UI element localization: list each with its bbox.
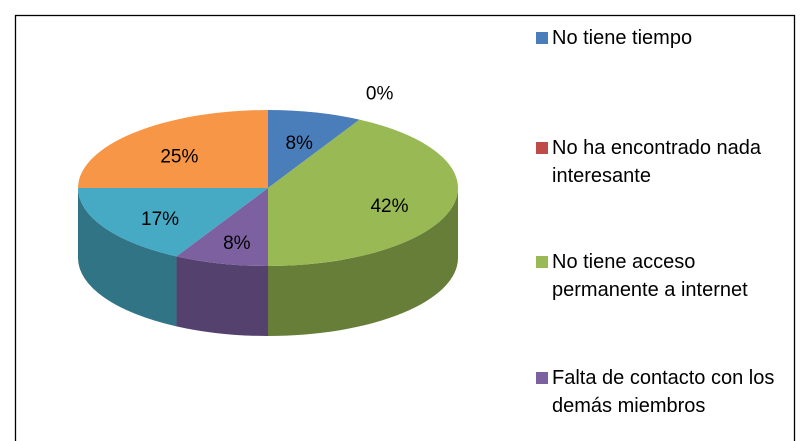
pie-slice (78, 110, 268, 188)
data-label: 42% (370, 196, 408, 217)
data-label: 8% (223, 233, 251, 254)
legend-swatch (536, 256, 548, 268)
pie-slice (78, 188, 268, 257)
pie-slice-side (268, 188, 458, 336)
legend-swatch (536, 372, 548, 384)
pie-slice (176, 188, 268, 266)
pie-slice-side (176, 256, 268, 336)
data-label: 8% (285, 133, 313, 154)
pie-slice (268, 110, 360, 188)
legend-label: No ha encontrado nada interesante (552, 137, 762, 187)
pie-slice (268, 119, 458, 267)
legend-label: No tiene acceso permanente a internet (552, 251, 748, 301)
pie-slice-side (78, 188, 177, 327)
legend-label: Falta de contacto con los demás miembros (552, 367, 775, 417)
data-label: 25% (160, 147, 198, 168)
legend-swatch (536, 142, 548, 154)
data-label: 0% (366, 84, 394, 105)
data-label: 17% (141, 209, 179, 230)
legend-label: No tiene tiempo (552, 27, 693, 49)
legend-swatch (536, 32, 548, 44)
